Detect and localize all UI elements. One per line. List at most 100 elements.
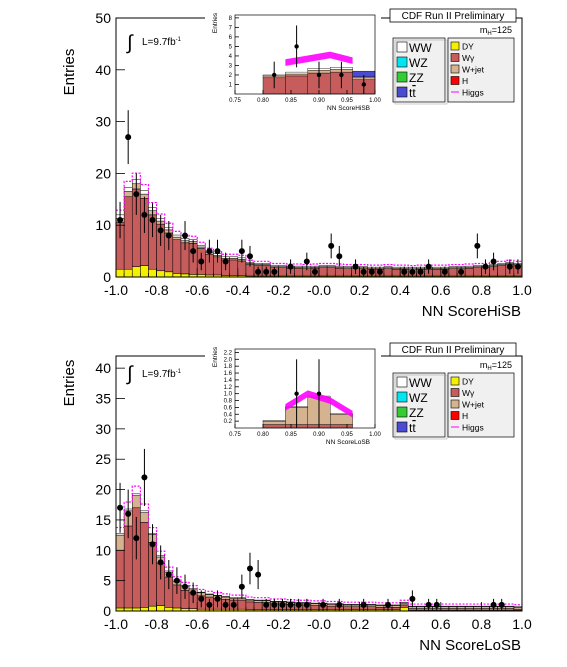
data-point-12 <box>214 595 221 602</box>
mass-label: mH=125 <box>480 360 512 372</box>
bar-ww-43 <box>464 605 474 608</box>
bar-w-28 <box>343 268 352 277</box>
y-tick-label-1: 2 <box>229 73 233 79</box>
legend-label-w: Wγ <box>462 53 475 63</box>
bar-w-39 <box>432 268 442 277</box>
legend-swatch-w-jet <box>450 64 460 74</box>
bar-ww-2 <box>131 493 141 496</box>
legend-swatch-ww <box>396 41 408 53</box>
higgs-band <box>116 485 522 606</box>
legend-swatch-zz <box>396 71 408 83</box>
bar-dy-2 <box>131 266 141 278</box>
legend-label-w-jet: W+jet <box>462 400 485 410</box>
bar-ww-28 <box>343 266 352 268</box>
legend-swatch-tt <box>396 86 408 98</box>
bar-w-44 <box>473 608 482 611</box>
legend-label-wz: WZ <box>409 56 428 70</box>
x-tick-label-4: 0.95 <box>341 432 353 438</box>
x-tick-label-7: 0.4 <box>390 616 410 632</box>
y-tick-label-9: 2.0 <box>224 357 233 363</box>
bar-ww-44 <box>473 605 482 608</box>
bar-w-47 <box>497 265 507 277</box>
bar-ww-18 <box>261 263 271 265</box>
bar-w-40 <box>440 608 450 611</box>
legend-swatch-wz <box>396 56 408 68</box>
x-tick-label-10: 1.0 <box>512 282 532 298</box>
inset-frame <box>234 348 376 429</box>
x-tick-label-5: 1.00 <box>369 98 381 104</box>
bar-w-20 <box>278 267 287 277</box>
y-tick-label-8: 40 <box>95 360 111 376</box>
inset-y-axis-label: Entries <box>212 346 219 367</box>
bar-ww-0 <box>262 420 286 422</box>
bar-ww-41 <box>448 266 458 268</box>
x-tick-label-3: 0.90 <box>313 98 325 104</box>
bar-ww-31 <box>367 604 377 606</box>
legend-label-w-jet: W+jet <box>462 65 485 75</box>
y-tick-label-4: 5 <box>229 44 233 50</box>
y-axis-label: Entries <box>61 49 78 96</box>
data-point-28 <box>409 595 416 602</box>
bar-ww-7 <box>172 234 182 238</box>
bar-ww-28 <box>343 604 352 606</box>
bar-w-43 <box>464 267 474 277</box>
chart-title: CDF Run II Preliminary <box>402 11 505 22</box>
bar-ww-35 <box>399 602 409 604</box>
y-tick-label-5: 6 <box>229 35 233 41</box>
data-point-27 <box>385 601 392 608</box>
bar-ww-1 <box>285 71 308 75</box>
y-tick-label-6: 7 <box>229 25 233 31</box>
data-point-32 <box>458 268 465 275</box>
bar-w-43 <box>464 608 474 611</box>
mass-label: mH=125 <box>480 25 512 37</box>
data-point-16 <box>263 268 270 275</box>
x-tick-label-9: 0.8 <box>472 616 492 632</box>
data-point-15 <box>255 268 262 275</box>
x-tick-label-6: 0.2 <box>350 282 370 298</box>
bar-dy-6 <box>164 271 174 278</box>
bar-ww-13 <box>221 596 230 598</box>
bar-w-37 <box>416 608 425 611</box>
bar-w-jet-31 <box>367 604 377 608</box>
inset-frame <box>234 14 376 95</box>
data-point-1 <box>316 391 322 396</box>
bar-ww-11 <box>205 593 214 595</box>
legend-label-w: Wγ <box>462 388 475 398</box>
x-tick-label-6: 0.2 <box>350 616 370 632</box>
x-tick-label-3: -0.4 <box>226 616 250 632</box>
data-point-19 <box>303 258 310 265</box>
legend-swatch-h <box>450 76 460 85</box>
y-tick-label-6: 1.4 <box>224 378 233 384</box>
bar-ww-44 <box>473 265 482 267</box>
panel-top: -1.0 -0.8 -0.6 -0.4 -0.2 -0.0 0.2 0.4 0.6 0.8 1.00… <box>61 8 532 320</box>
data-point-7 <box>182 232 189 239</box>
bar-ww-3 <box>140 510 149 513</box>
bar-w-jet-43 <box>464 606 474 609</box>
bar-dy-4 <box>148 268 157 278</box>
bar-ww-10 <box>196 245 206 248</box>
bar-w-45 <box>481 608 490 611</box>
x-tick-label-3: -0.4 <box>226 282 250 298</box>
data-point-14 <box>246 253 253 260</box>
bar-w-jet-28 <box>343 604 352 608</box>
lumi-label: ∫ L=9.7fb-1 <box>126 32 182 54</box>
y-tick-label-2: 3 <box>229 63 233 69</box>
data-point-30 <box>433 601 440 608</box>
bar-w-jet-24 <box>310 603 320 606</box>
bar-dy-5 <box>156 605 165 612</box>
data-point-23 <box>303 601 310 608</box>
bar-w-jet-49 <box>513 607 523 610</box>
x-tick-label-4: -0.2 <box>266 282 290 298</box>
svg-text:L=9.7fb-1: L=9.7fb-1 <box>142 37 182 48</box>
data-point-0 <box>117 217 124 224</box>
bar-dy-6 <box>164 607 174 612</box>
bar-w-jet-3 <box>140 512 149 523</box>
legend-label-dy: DY <box>462 42 474 52</box>
integral-sign: ∫ <box>126 363 134 385</box>
bar-w-jet-44 <box>473 606 482 609</box>
data-point-26 <box>376 268 383 275</box>
bar-w-jet-16 <box>245 599 255 603</box>
data-point-35 <box>490 258 497 265</box>
lumi-text: L=9.7fb <box>142 37 176 48</box>
data-points <box>117 110 521 277</box>
